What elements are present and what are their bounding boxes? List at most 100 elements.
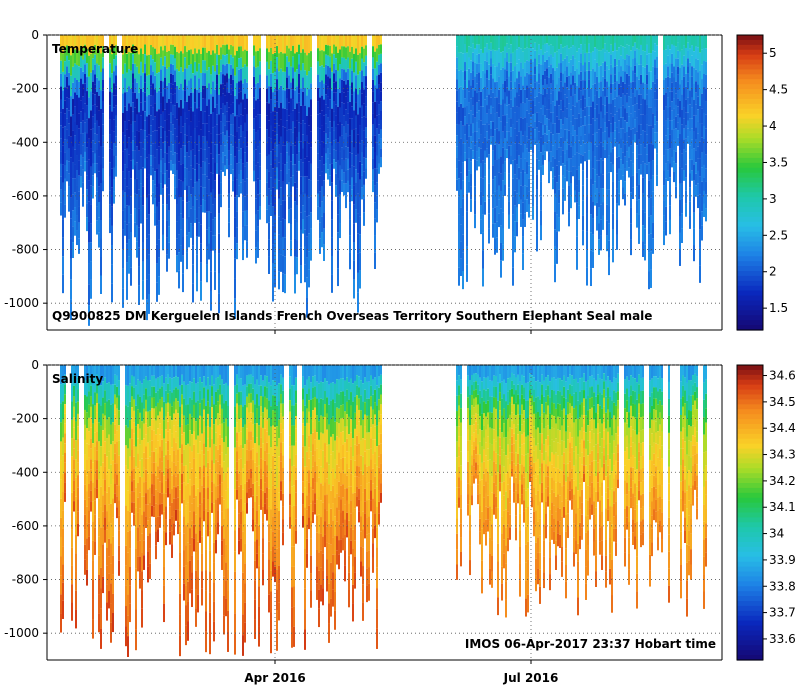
profile-cell [94, 133, 96, 144]
profile-cell [175, 409, 177, 421]
profile-cell [204, 111, 206, 124]
profile-cell [203, 376, 205, 388]
profile-cell [462, 162, 464, 181]
profile-cell [548, 45, 550, 57]
profile-cell [189, 528, 191, 545]
profile-cell [292, 67, 294, 79]
profile-cell [361, 70, 363, 82]
profile-cell [480, 177, 482, 192]
profile-cell [351, 46, 353, 59]
profile-cell [374, 35, 376, 52]
profile-cell [147, 396, 149, 412]
profile-cell [562, 188, 564, 202]
profile-cell [705, 128, 707, 142]
profile-cell [570, 84, 572, 97]
profile-cell [213, 483, 215, 504]
profile-cell [363, 184, 365, 199]
profile-cell [480, 63, 482, 78]
profile-cell [176, 153, 178, 171]
profile-cell [171, 378, 173, 393]
profile-cell [111, 54, 113, 74]
profile-cell [171, 447, 173, 462]
profile-cell [372, 113, 374, 125]
profile-cell [128, 256, 130, 274]
profile-cell [146, 177, 148, 198]
profile-cell [131, 386, 133, 397]
profile-cell [176, 102, 178, 120]
profile-cell [70, 177, 72, 198]
profile-cell [600, 219, 602, 236]
profile-cell [209, 550, 211, 572]
profile-cell [172, 134, 174, 145]
profile-cell [215, 418, 217, 433]
profile-cell [650, 197, 652, 216]
profile-cell [96, 365, 98, 375]
profile-cell [693, 196, 695, 213]
colorbar-cell [737, 310, 763, 316]
profile-cell [697, 72, 699, 85]
profile-cell [167, 431, 169, 441]
colorbar-cell [737, 89, 763, 95]
profile-cell [460, 35, 462, 53]
profile-cell [151, 397, 153, 409]
profile-cell [222, 35, 224, 45]
profile-cell [236, 67, 238, 84]
profile-cell [168, 178, 170, 195]
profile-cell [124, 135, 126, 150]
profile-cell [638, 64, 640, 80]
profile-cell [612, 164, 614, 182]
profile-cell [504, 57, 506, 70]
profile-cell [207, 462, 209, 476]
profile-cell [177, 425, 179, 438]
profile-cell [139, 365, 141, 381]
profile-cell [179, 489, 181, 511]
profile-cell [192, 73, 194, 93]
profile-cell [86, 63, 88, 78]
profile-cell [518, 95, 520, 108]
profile-cell [556, 133, 558, 150]
profile-cell [124, 63, 126, 79]
profile-cell [169, 390, 171, 404]
profile-cell [154, 143, 156, 158]
profile-cell [268, 188, 270, 206]
profile-cell [191, 468, 193, 487]
profile-cell [378, 163, 380, 174]
profile-cell [532, 48, 534, 62]
profile-cell [201, 365, 203, 383]
profile-cell [351, 58, 353, 71]
profile-cell [588, 61, 590, 71]
profile-cell [124, 35, 126, 50]
profile-cell [188, 186, 190, 202]
profile-cell [695, 139, 697, 151]
profile-cell [230, 114, 232, 125]
profile-cell [212, 35, 214, 51]
profile-cell [90, 480, 92, 491]
profile-cell [186, 218, 188, 236]
profile-cell [217, 401, 219, 414]
profile-cell [196, 89, 198, 109]
profile-cell [220, 121, 222, 134]
profile-cell [188, 50, 190, 66]
profile-cell [584, 71, 586, 81]
profile-cell [266, 35, 268, 49]
profile-cell [490, 136, 492, 145]
profile-cell [146, 55, 148, 76]
profile-cell [66, 129, 68, 140]
profile-cell [151, 484, 153, 495]
profile-cell [200, 129, 202, 149]
profile-cell [656, 45, 658, 57]
profile-cell [142, 280, 144, 300]
profile-cell [329, 142, 331, 154]
profile-cell [276, 101, 278, 113]
profile-cell [673, 161, 675, 172]
profile-cell [207, 401, 209, 414]
profile-cell [554, 52, 556, 71]
profile-cell [190, 194, 192, 209]
profile-cell [236, 451, 238, 462]
profile-cell [102, 446, 104, 463]
profile-cell [143, 482, 145, 497]
profile-cell [691, 35, 693, 46]
profile-cell [335, 185, 337, 197]
profile-cell [378, 44, 380, 55]
profile-cell [108, 365, 110, 383]
